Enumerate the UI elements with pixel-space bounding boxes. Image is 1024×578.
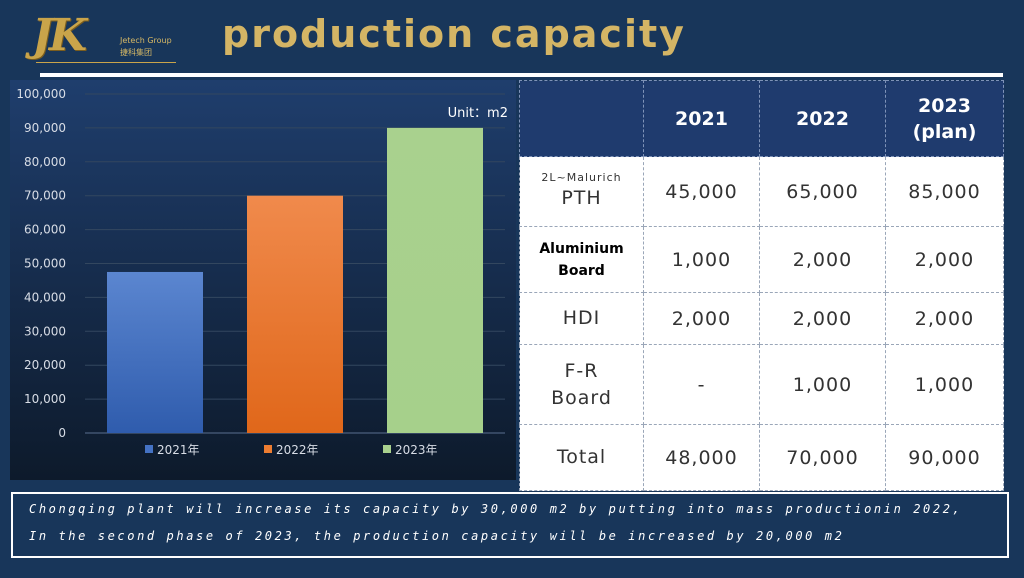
y-tick-label: 0 [58,426,66,440]
table-row: Aluminium Board 1,000 2,000 2,000 [519,226,1004,293]
table-cell: 65,000 [759,156,886,227]
y-tick-label: 50,000 [24,257,66,271]
table-cell: 2,000 [759,226,886,293]
header-2021: 2021 [643,80,760,157]
row-name-pth-main: PTH [561,187,602,209]
logo-company-name-cn: 捷科集团 [120,48,152,57]
row-name-aluminium: Aluminium [539,240,624,257]
row-name-pth-sub: 2L~Malurich [541,171,622,184]
legend-swatch [145,445,153,453]
table-cell: 1,000 [759,344,886,425]
y-tick-label: 60,000 [24,223,66,237]
header-2023-plan: 2023 (plan) [885,80,1004,157]
company-logo: JK Jetech Group 捷科集团 [30,10,180,68]
row-name-hdi: HDI [519,292,644,345]
table-cell: 1,000 [885,344,1004,425]
row-name-total: Total [519,424,644,491]
bar-2022年 [247,195,343,433]
y-tick-label: 100,000 [16,87,66,101]
table-cell: - [643,344,760,425]
logo-company-name: Jetech Group [120,36,172,45]
table-header-row: 2021 2022 2023 (plan) [519,80,1004,157]
table-row: 2L~Malurich PTH 45,000 65,000 85,000 [519,156,1004,227]
table-cell: 85,000 [885,156,1004,227]
summary-note-box: Chongqing plant will increase its capaci… [11,492,1009,558]
table-cell: 70,000 [759,424,886,491]
table-row: HDI 2,000 2,000 2,000 [519,292,1004,345]
row-name-pth: 2L~Malurich PTH [519,156,644,227]
y-tick-label: 20,000 [24,358,66,372]
logo-mark: JK [32,10,87,61]
row-name-fr-board: F-R Board [519,344,644,425]
table-cell: 2,000 [885,226,1004,293]
bar-2023年 [387,127,483,434]
row-name-fr-board-word: Board [551,386,612,409]
table-cell: 1,000 [643,226,760,293]
table-cell: 2,000 [759,292,886,345]
row-name-board: Board [558,262,605,279]
y-tick-label: 30,000 [24,324,66,338]
legend-label: 2023年 [395,443,438,457]
legend-swatch [264,445,272,453]
table-total-row: Total 48,000 70,000 90,000 [519,424,1004,491]
y-tick-label: 90,000 [24,121,66,135]
table-cell: 2,000 [885,292,1004,345]
table-cell: 90,000 [885,424,1004,491]
legend-label: 2022年 [276,443,319,457]
header-empty-cell [519,80,644,157]
y-tick-label: 40,000 [24,290,66,304]
capacity-table-container: 2021 2022 2023 (plan) 2L~Malurich PTH 45… [519,80,1004,491]
header-2023-year: 2023 [918,94,971,117]
table-cell: 48,000 [643,424,760,491]
header-2022: 2022 [759,80,886,157]
table-cell: 2,000 [643,292,760,345]
unit-label: Unit：m2 [448,106,508,121]
table-cell: 45,000 [643,156,760,227]
y-tick-label: 10,000 [24,392,66,406]
row-name-fr: F-R [564,359,599,382]
header-2023-plan-note: (plan) [912,120,977,143]
legend-swatch [383,445,391,453]
chart-legend: 2021年 2022年 2023年 [145,443,438,457]
y-axis-ticks: 0 10,000 20,000 30,000 40,000 50,000 60,000 70,… [16,87,66,440]
chart-bars [107,127,483,434]
title-divider [40,73,1003,77]
table-row: F-R Board - 1,000 1,000 [519,344,1004,425]
y-tick-label: 70,000 [24,189,66,203]
summary-note-line-1: Chongqing plant will increase its capaci… [29,502,963,516]
bar-2021年 [107,271,203,433]
y-tick-label: 80,000 [24,155,66,169]
capacity-table: 2021 2022 2023 (plan) 2L~Malurich PTH 45… [519,80,1004,491]
summary-note-line-2: In the second phase of 2023, the product… [29,529,845,543]
row-name-aluminium-board: Aluminium Board [519,226,644,293]
logo-underline [36,62,176,63]
capacity-bar-chart: 0 10,000 20,000 30,000 40,000 50,000 60,000 70,… [10,80,516,480]
chart-svg: 0 10,000 20,000 30,000 40,000 50,000 60,000 70,… [10,80,516,480]
legend-label: 2021年 [157,443,200,457]
page-title: production capacity [222,12,686,56]
